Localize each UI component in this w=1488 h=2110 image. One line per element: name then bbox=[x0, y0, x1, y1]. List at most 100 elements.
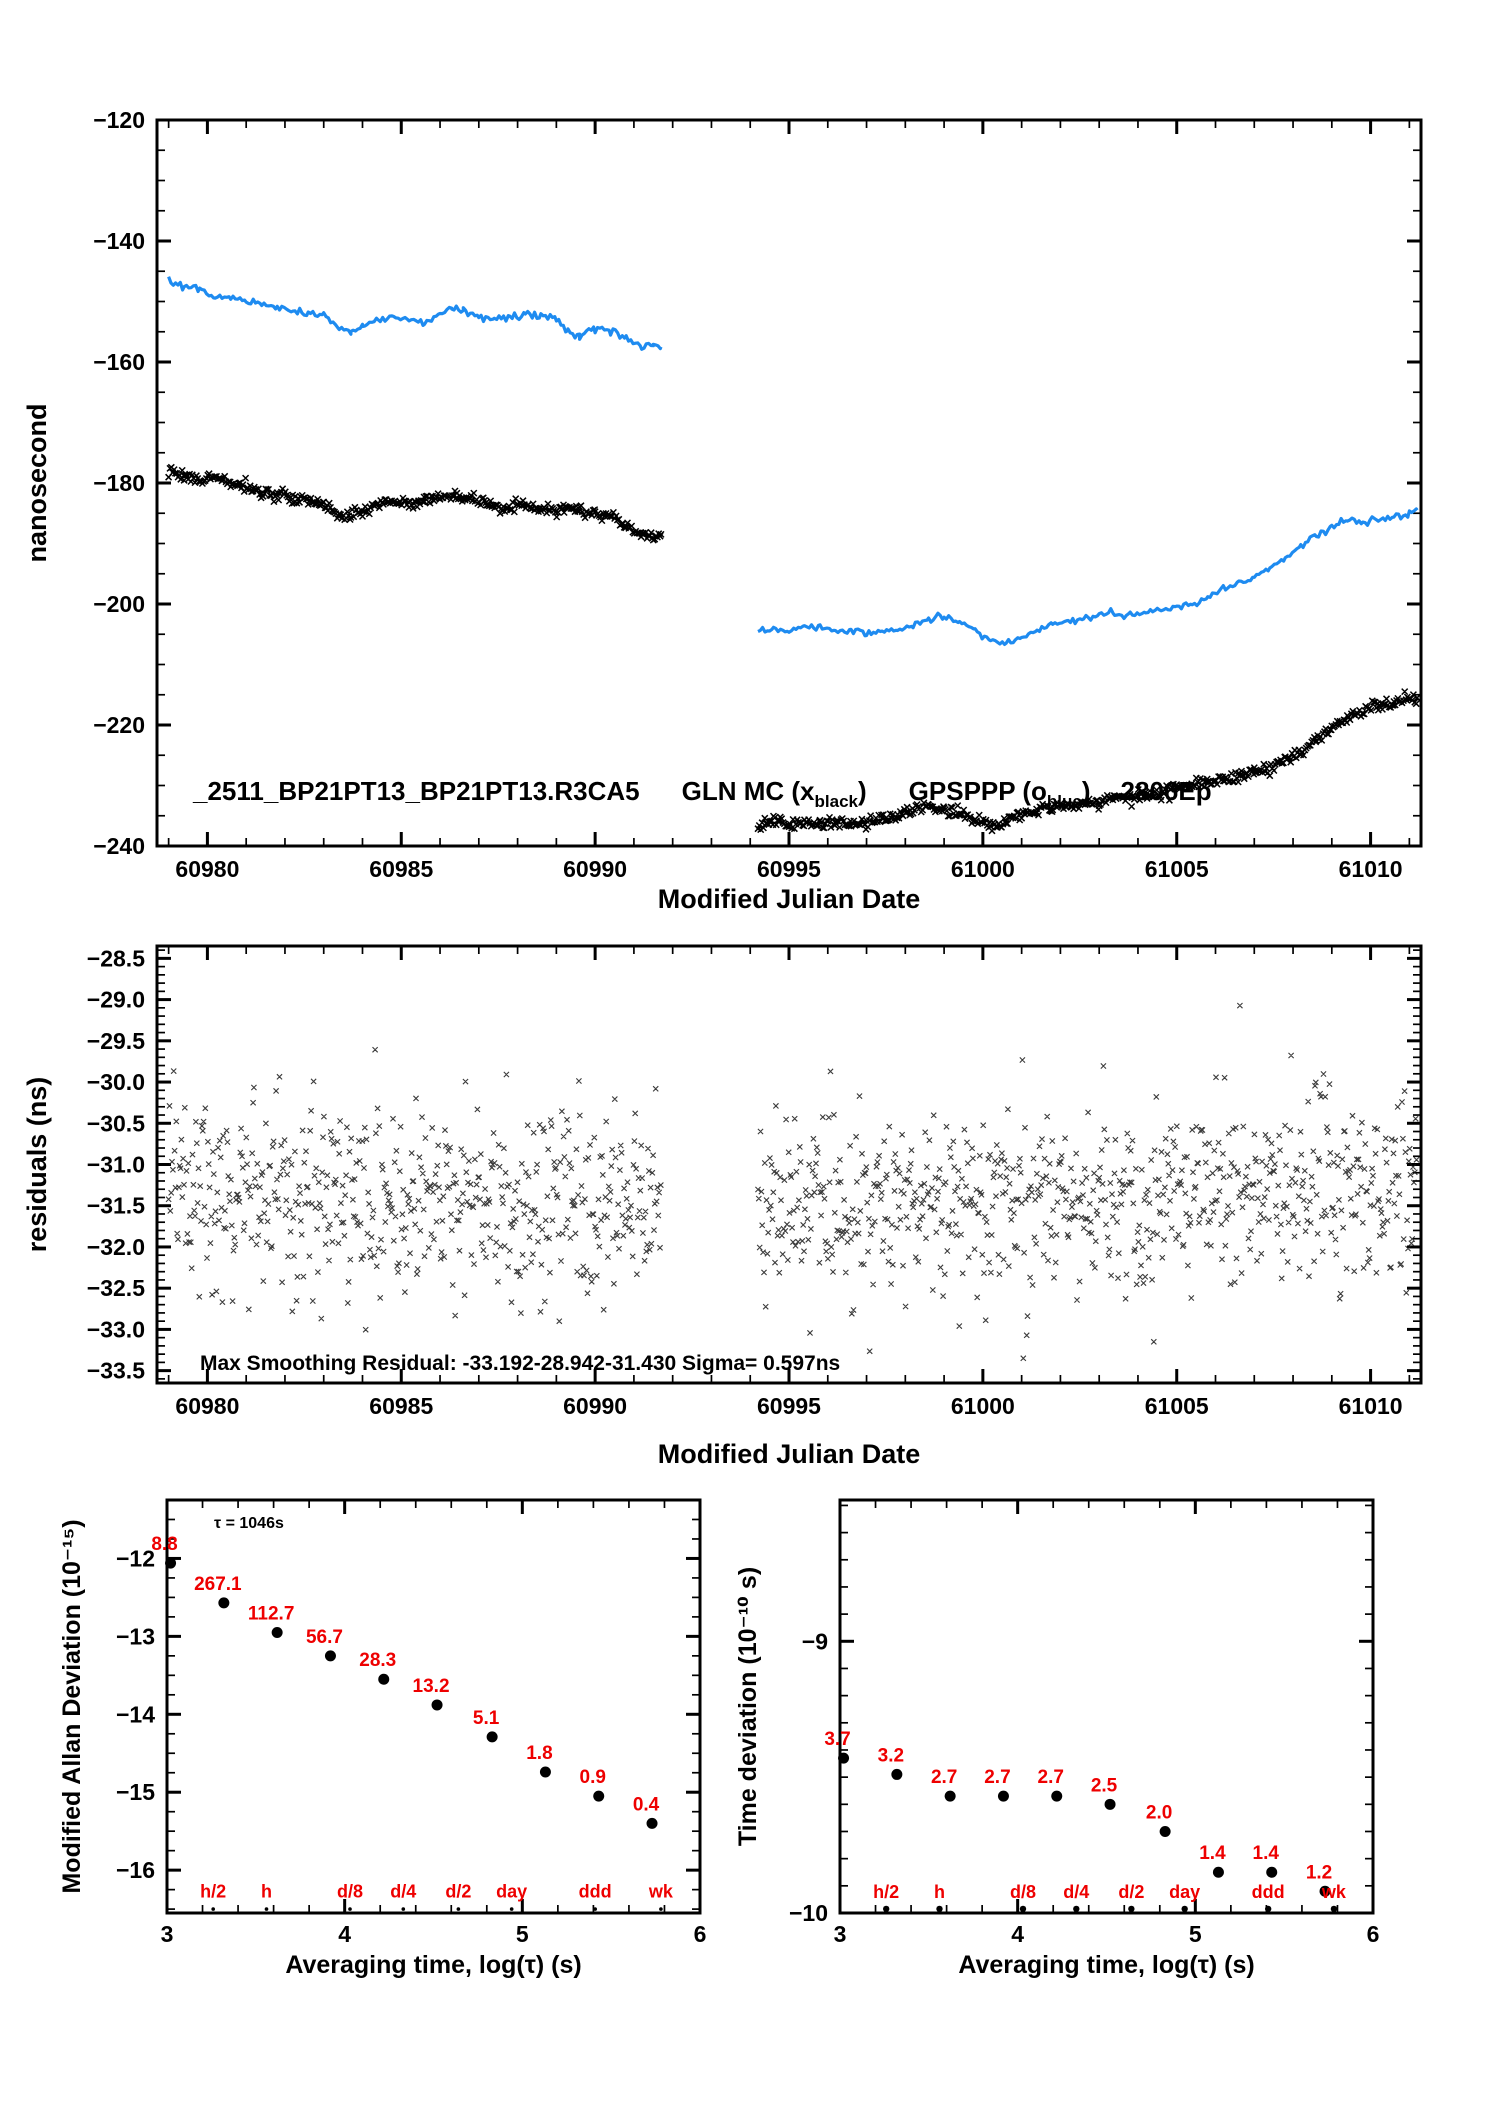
y-tick-label: −160 bbox=[93, 349, 145, 375]
y-axis-ticks bbox=[840, 1504, 1373, 1915]
tau-baseline-dot bbox=[1128, 1905, 1135, 1913]
y-tick-label: −220 bbox=[93, 712, 145, 738]
residual-points bbox=[165, 1002, 1420, 1362]
tdev-point-label: 2.7 bbox=[931, 1767, 957, 1788]
mdev-point bbox=[378, 1673, 390, 1685]
residual-annotation: Max Smoothing Residual: -33.192-28.942-3… bbox=[200, 1352, 840, 1375]
mdev-point-label: 112.7 bbox=[248, 1603, 295, 1624]
x-tick-label: 61005 bbox=[1145, 856, 1209, 882]
tau-scale-label: d/4 bbox=[390, 1881, 416, 1901]
glnmc-series-markers bbox=[754, 688, 1421, 835]
tau-scale-label: wk bbox=[648, 1881, 674, 1901]
tdev-tau-marks: h/2 h d/8 d/4 d/2 day ddd wk bbox=[873, 1882, 1347, 1913]
residuals-axes: 60980 60985 60990 60995 61000 61005 61010 −33.5… bbox=[22, 944, 1423, 1469]
tdev-point bbox=[997, 1790, 1009, 1802]
x-tick-label: 5 bbox=[1189, 1921, 1202, 1947]
phase-series bbox=[165, 276, 1421, 835]
tdev-point bbox=[838, 1752, 850, 1764]
mdev-point bbox=[486, 1731, 498, 1743]
x-tick-label: 60985 bbox=[369, 1393, 433, 1419]
tau-baseline-dot bbox=[264, 1907, 269, 1911]
mdev-point-label: 13.2 bbox=[413, 1676, 450, 1697]
y-tick-label: −10 bbox=[789, 1900, 828, 1926]
x-axis-ticks bbox=[165, 1500, 702, 1913]
y-tick-label: −33.0 bbox=[87, 1316, 145, 1342]
tau-scale-label: ddd bbox=[1252, 1882, 1285, 1902]
tdev-point bbox=[944, 1790, 956, 1802]
tau-baseline-dot bbox=[211, 1907, 215, 1911]
tau-baseline-dot bbox=[401, 1907, 406, 1911]
phase-axes: 60980 60985 60990 60995 61000 61005 61010 −240 −… bbox=[22, 107, 1423, 914]
x-axis-label: Averaging time, log(τ) (s) bbox=[958, 1951, 1254, 1979]
x-axis-ticks bbox=[167, 120, 1411, 846]
x-axis-label: Modified Julian Date bbox=[658, 1439, 921, 1469]
y-tick-label: −30.0 bbox=[87, 1069, 145, 1095]
mdev-point-label: 56.7 bbox=[306, 1627, 343, 1648]
x-axis-label: Modified Julian Date bbox=[658, 884, 921, 914]
tau-baseline-dot bbox=[593, 1907, 597, 1911]
y-tick-label: −9 bbox=[802, 1628, 828, 1654]
y-axis-label: nanosecond bbox=[22, 403, 52, 562]
y-tick-label: −32.0 bbox=[87, 1234, 145, 1260]
x-axis-label: Averaging time, log(τ) (s) bbox=[285, 1951, 581, 1979]
y-tick-label: −15 bbox=[116, 1779, 155, 1805]
y-tick-label: −31.0 bbox=[87, 1152, 145, 1178]
mdev-point bbox=[271, 1626, 283, 1638]
x-tick-label: 6 bbox=[694, 1921, 707, 1947]
y-tick-label: −16 bbox=[116, 1857, 155, 1883]
tdev-point bbox=[1319, 1885, 1331, 1897]
x-tick-label: 60980 bbox=[175, 856, 239, 882]
mdev-point bbox=[165, 1557, 177, 1569]
mdev-annotation: τ = 1046s bbox=[214, 1515, 284, 1532]
y-tick-label: −13 bbox=[116, 1623, 155, 1649]
tau-baseline-dot bbox=[1181, 1905, 1188, 1913]
mdev-point-label: 267.1 bbox=[194, 1574, 242, 1595]
tdev-point-label: 3.2 bbox=[878, 1745, 904, 1766]
axis-frame bbox=[838, 1498, 1375, 1915]
tdev-point bbox=[1159, 1825, 1171, 1837]
y-axis-label: Modified Allan Deviation (10⁻¹⁵) bbox=[58, 1519, 86, 1893]
mdev-point-label: 0.4 bbox=[633, 1794, 660, 1815]
tau-scale-label: day bbox=[1169, 1882, 1200, 1902]
x-tick-label: 60985 bbox=[369, 856, 433, 882]
x-axis-ticks bbox=[167, 946, 1411, 1383]
mdev-point bbox=[646, 1817, 658, 1829]
y-axis-label: Time deviation (10⁻¹⁰ s) bbox=[734, 1567, 762, 1846]
tdev-point-label: 2.5 bbox=[1091, 1775, 1118, 1796]
x-tick-label: 61000 bbox=[951, 1393, 1015, 1419]
tdev-point-label: 2.0 bbox=[1146, 1802, 1172, 1823]
tau-baseline-dot bbox=[882, 1905, 890, 1913]
x-tick-label: 61010 bbox=[1339, 1393, 1403, 1419]
y-tick-label: −28.5 bbox=[87, 945, 145, 971]
tdev-point bbox=[1266, 1866, 1278, 1878]
tau-baseline-dot bbox=[1073, 1905, 1080, 1913]
y-tick-label: −200 bbox=[93, 591, 145, 617]
glnmc-series-markers bbox=[165, 463, 665, 544]
x-tick-label: 60995 bbox=[757, 856, 821, 882]
phase-annotation: _2511_BP21PT13_BP21PT13.R3CA5 GLN MC (xbl… bbox=[192, 776, 1212, 811]
tau-scale-label: d/4 bbox=[1063, 1882, 1089, 1902]
gpsppp-series-line bbox=[757, 507, 1419, 647]
x-tick-label: 60990 bbox=[563, 1393, 627, 1419]
tau-baseline-dot bbox=[1330, 1905, 1338, 1913]
axis-frame bbox=[165, 1498, 702, 1915]
y-tick-label: −31.5 bbox=[87, 1193, 145, 1219]
mdev-points: 8.8 267.1 112.7 56.7 28.3 13.2 5.1 1.8 0.9 0.4 bbox=[151, 1534, 660, 1829]
axis-frame bbox=[155, 944, 1423, 1385]
x-tick-label: 6 bbox=[1367, 1921, 1380, 1947]
tdev-point bbox=[891, 1768, 903, 1780]
tau-scale-label: day bbox=[496, 1881, 527, 1901]
mdev-tau-marks: h/2 h d/8 d/4 d/2 day ddd wk bbox=[200, 1881, 674, 1911]
x-tick-label: 3 bbox=[834, 1921, 847, 1947]
tdev-point-label: 2.7 bbox=[1038, 1767, 1064, 1788]
mdev-axes: 3 4 5 6 −16 −15 −14 −13 −12 Averaging time, log(τ… bbox=[58, 1498, 707, 1979]
tau-baseline-dot bbox=[1019, 1905, 1027, 1913]
tdev-point bbox=[1104, 1798, 1116, 1810]
axis-frame bbox=[155, 118, 1423, 848]
mdev-point bbox=[539, 1766, 551, 1778]
y-tick-label: −33.5 bbox=[87, 1358, 145, 1384]
tau-scale-label: d/2 bbox=[445, 1881, 471, 1901]
mdev-point bbox=[324, 1650, 336, 1662]
